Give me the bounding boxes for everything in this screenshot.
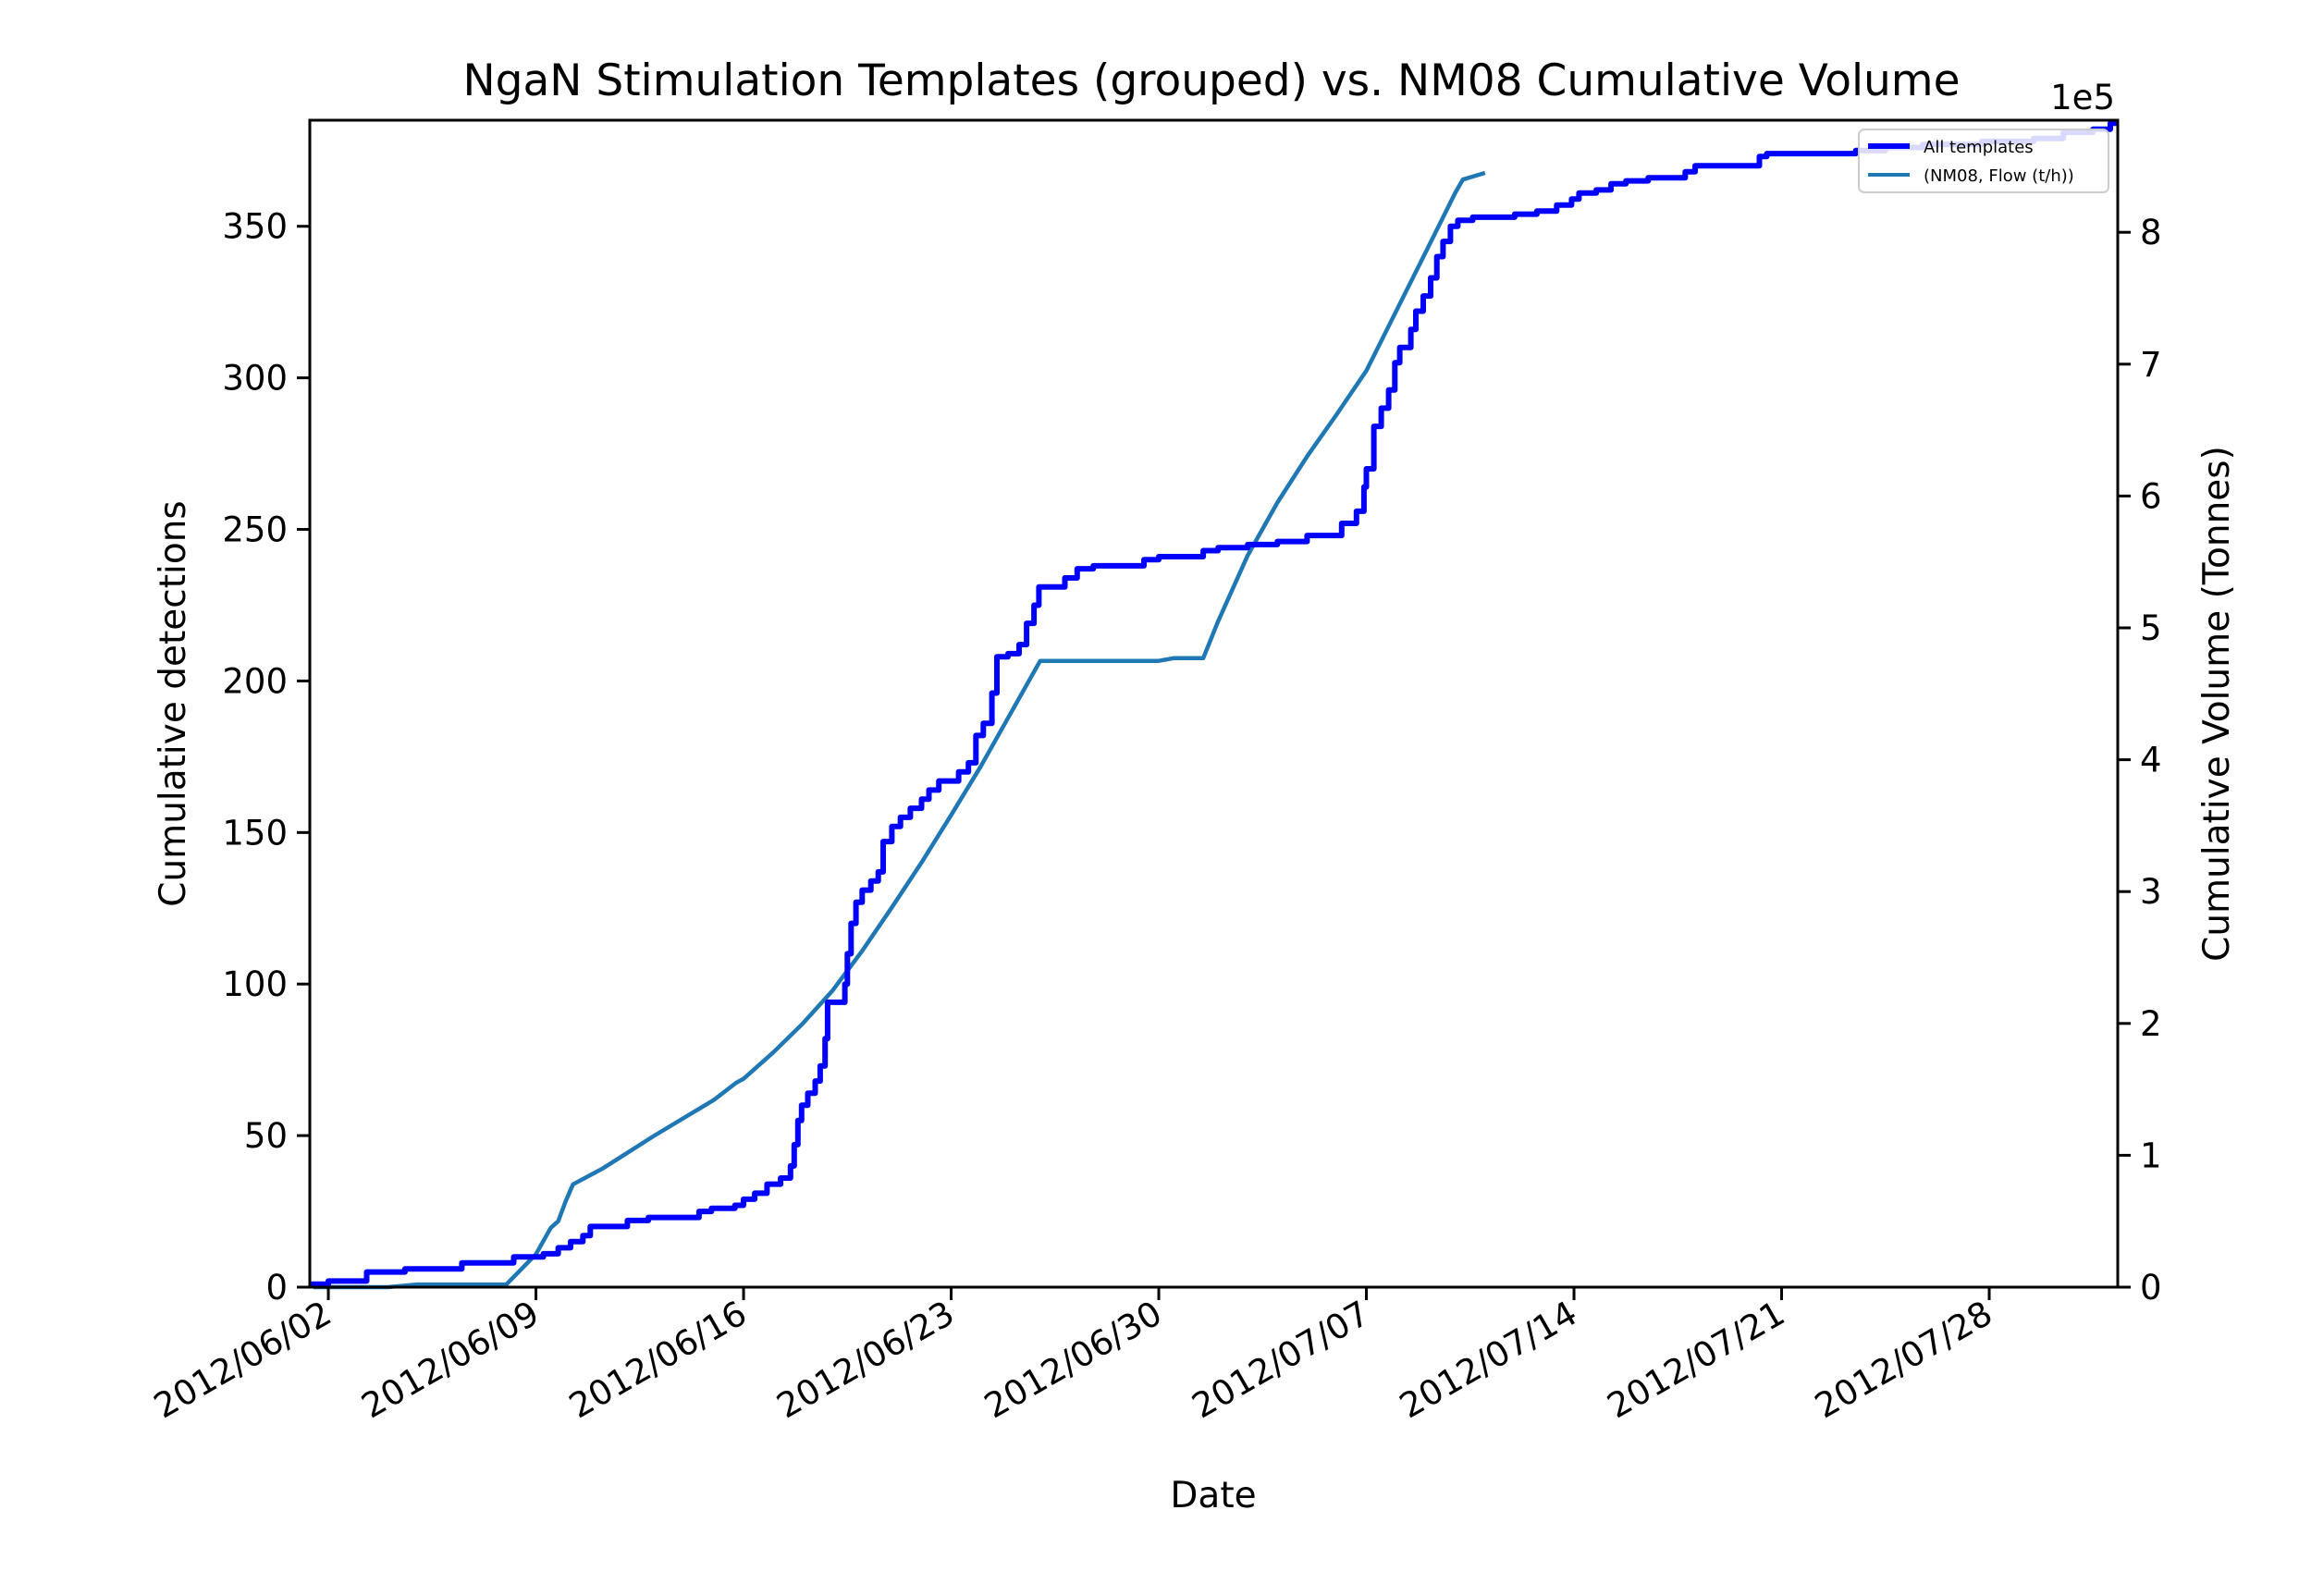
y-axis-right: 0 1 2 3 4 5 6 7 8 (2118, 213, 2162, 1307)
y2-tick-label: 5 (2140, 608, 2162, 648)
chart-title: NgaN Stimulation Templates (grouped) vs.… (463, 55, 1961, 106)
y-tick-label: 0 (265, 1268, 288, 1307)
y-tick-label: 100 (222, 964, 288, 1004)
y-axis-label: Cumulative detections (153, 500, 194, 907)
y2-axis-label: Cumulative Volume (Tonnes) (2196, 446, 2238, 962)
plot-frame (308, 118, 2120, 1289)
y2-tick-label: 4 (2140, 741, 2162, 780)
legend-label-all-templates: All templates (1924, 138, 2034, 157)
y2-tick-label: 7 (2140, 345, 2162, 385)
y-tick-label: 250 (222, 510, 288, 550)
y-axis-left: 0 50 100 150 200 250 300 350 (222, 207, 310, 1307)
y-tick-label: 50 (244, 1116, 288, 1156)
y-tick-label: 150 (222, 813, 288, 853)
y2-offset-text: 1e5 (2050, 78, 2115, 117)
legend-label-nm08-flow: (NM08, Flow (t/h)) (1924, 166, 2074, 186)
y2-tick-label: 6 (2140, 476, 2162, 516)
series-layer (310, 120, 2118, 1290)
y2-tick-label: 3 (2140, 872, 2162, 912)
series-line-nm08-flow (314, 170, 1486, 1290)
y2-tick-label: 2 (2140, 1004, 2162, 1044)
series-line-all-templates (310, 120, 2118, 1287)
y-tick-label: 350 (222, 207, 288, 247)
y2-tick-label: 8 (2140, 213, 2162, 252)
y2-tick-label: 1 (2140, 1136, 2162, 1175)
y2-tick-label: 0 (2140, 1268, 2162, 1307)
legend-box (1858, 129, 2109, 193)
x-axis-label: Date (1170, 1475, 1256, 1516)
legend: All templates (NM08, Flow (t/h)) (1858, 129, 2109, 193)
y-tick-label: 200 (222, 661, 288, 701)
y-tick-label: 300 (222, 359, 288, 399)
